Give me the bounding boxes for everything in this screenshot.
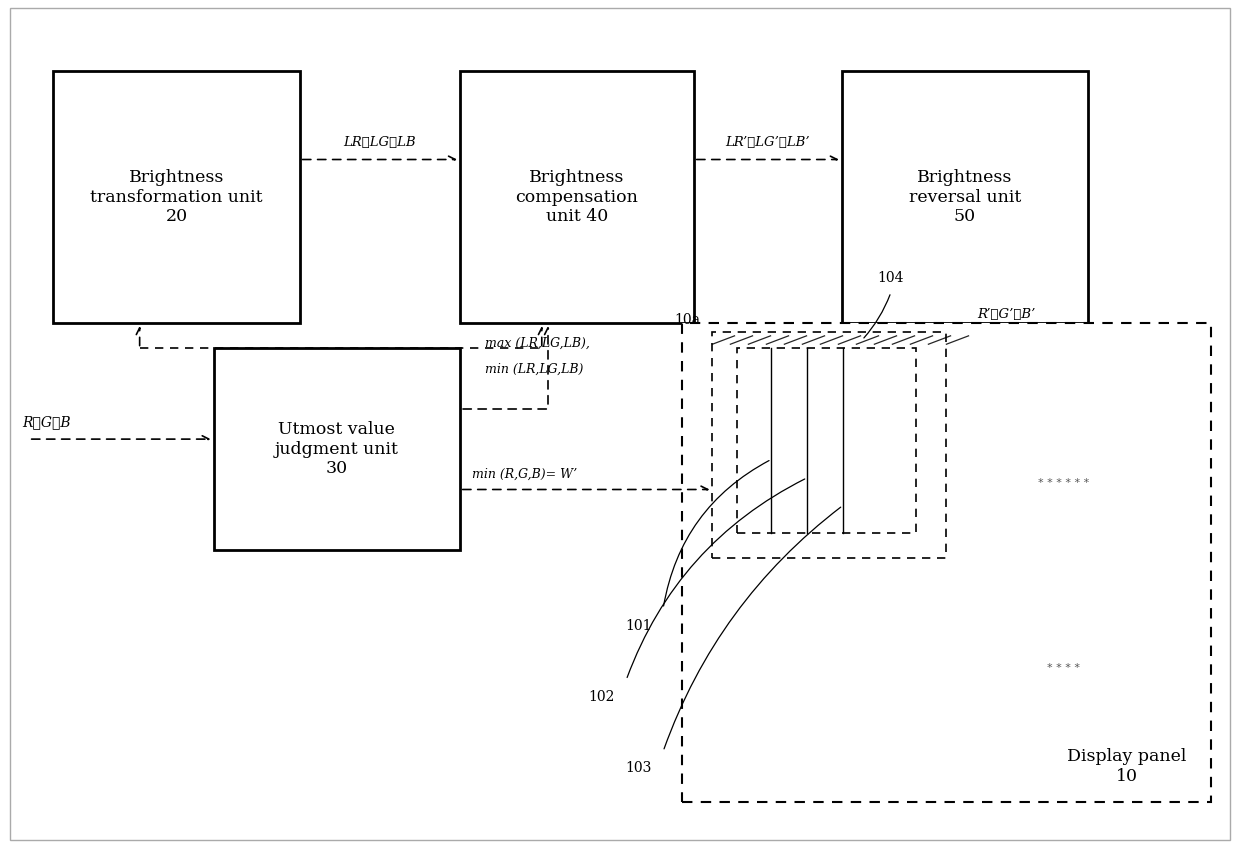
Text: 102: 102 <box>588 690 615 704</box>
Text: 104: 104 <box>878 271 904 286</box>
Text: 10a: 10a <box>675 314 701 327</box>
Text: LR’、LG’、LB’: LR’、LG’、LB’ <box>725 137 810 149</box>
Text: R、G、B: R、G、B <box>22 415 71 429</box>
Text: R’、G’、B’: R’、G’、B’ <box>977 309 1035 321</box>
Text: 103: 103 <box>625 762 652 775</box>
Bar <box>842 71 1087 323</box>
Bar <box>737 349 915 533</box>
Bar <box>712 332 946 558</box>
Text: Brightness
reversal unit
50: Brightness reversal unit 50 <box>909 170 1021 226</box>
Text: Brightness
compensation
unit 40: Brightness compensation unit 40 <box>516 170 639 226</box>
Text: * * * * * *: * * * * * * <box>1038 477 1089 488</box>
Bar <box>460 71 694 323</box>
Text: min (R,G,B)= W’: min (R,G,B)= W’ <box>472 468 578 481</box>
Text: LR、LG、LB: LR、LG、LB <box>343 137 417 149</box>
Text: 101: 101 <box>625 618 652 633</box>
Bar <box>53 71 300 323</box>
Text: * * * *: * * * * <box>1047 662 1080 672</box>
Text: max (LR,LG,LB),: max (LR,LG,LB), <box>485 338 589 350</box>
Text: Display panel
10: Display panel 10 <box>1068 749 1187 785</box>
Bar <box>682 323 1211 802</box>
Text: Utmost value
judgment unit
30: Utmost value judgment unit 30 <box>275 421 398 477</box>
Text: min (LR,LG,LB): min (LR,LG,LB) <box>485 362 583 376</box>
Bar <box>213 349 460 550</box>
Text: Brightness
transformation unit
20: Brightness transformation unit 20 <box>91 170 263 226</box>
